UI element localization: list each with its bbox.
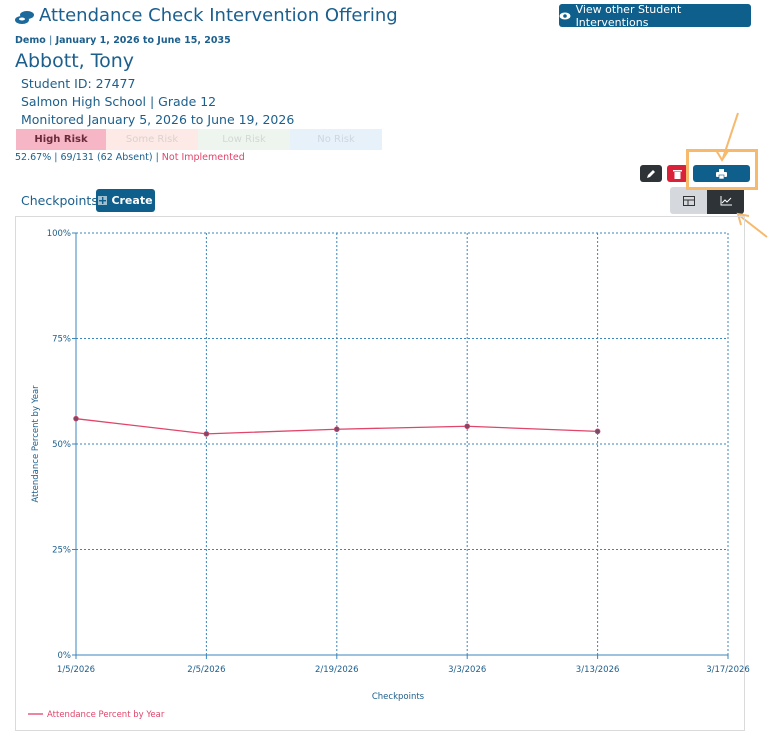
x-tick-label: 3/17/2026 bbox=[706, 665, 750, 675]
data-point bbox=[73, 415, 79, 422]
data-point bbox=[594, 428, 601, 435]
y-tick-label: 0% bbox=[58, 651, 72, 661]
program: Demo bbox=[15, 35, 46, 46]
table-icon bbox=[682, 195, 695, 206]
x-tick-label: 3/3/2026 bbox=[448, 665, 486, 675]
legend-label: Attendance Percent by Year bbox=[47, 710, 165, 720]
monitored-range: Monitored January 5, 2026 to June 19, 20… bbox=[21, 112, 295, 127]
student-name: Abbott, Tony bbox=[15, 50, 135, 72]
view-interventions-button[interactable]: View other Student Interventions bbox=[559, 2, 751, 29]
risk-level: Some Risk bbox=[106, 129, 198, 150]
risk-level: High Risk bbox=[16, 129, 106, 150]
y-axis-label: Attendance Percent by Year bbox=[31, 385, 41, 503]
button-label: View other Student Interventions bbox=[575, 2, 682, 29]
y-tick-label: 75% bbox=[52, 335, 71, 345]
trash-icon bbox=[673, 169, 682, 179]
status: Not Implemented bbox=[161, 152, 245, 163]
x-tick-label: 2/5/2026 bbox=[187, 665, 225, 675]
data-point bbox=[464, 423, 471, 430]
page-title: Attendance Check Intervention Offering bbox=[39, 5, 398, 26]
student-school: Salmon High School | Grade 12 bbox=[21, 94, 217, 109]
checkpoints-label: Checkpoints bbox=[21, 193, 98, 208]
risk-level: Low Risk bbox=[198, 129, 290, 150]
edit-icon bbox=[647, 169, 655, 178]
y-tick-label: 25% bbox=[52, 546, 71, 556]
risk-level: No Risk bbox=[290, 129, 382, 150]
x-tick-label: 2/19/2026 bbox=[315, 665, 359, 675]
separator: | bbox=[155, 152, 159, 163]
separator: | bbox=[54, 152, 58, 163]
table-view-button[interactable] bbox=[670, 187, 707, 214]
chart-icon bbox=[720, 195, 732, 205]
separator: | bbox=[49, 35, 53, 46]
chart-frame bbox=[15, 216, 745, 731]
student-id: Student ID: 27477 bbox=[21, 76, 136, 91]
button-label: Create bbox=[111, 194, 153, 207]
x-tick-label: 3/13/2026 bbox=[576, 665, 620, 675]
x-tick-label: 1/5/2026 bbox=[57, 665, 95, 675]
date-range: January 1, 2026 to June 15, 2035 bbox=[55, 35, 231, 46]
plus-icon bbox=[98, 196, 108, 205]
chart-view-button[interactable] bbox=[707, 187, 744, 214]
delete-button[interactable] bbox=[667, 165, 688, 182]
y-tick-label: 50% bbox=[52, 440, 71, 450]
stats-line: 52.67% | 69/131 (62 Absent) | Not Implem… bbox=[15, 152, 245, 163]
data-point bbox=[203, 431, 210, 437]
x-axis-label: Checkpoints bbox=[372, 692, 425, 702]
program-line: Demo | January 1, 2026 to June 15, 2035 bbox=[15, 35, 231, 46]
data-point bbox=[333, 426, 340, 433]
edit-button[interactable] bbox=[640, 165, 662, 182]
eye-icon bbox=[559, 12, 571, 19]
attendance-percent: 52.67% bbox=[15, 152, 52, 163]
y-tick-label: 100% bbox=[47, 229, 71, 239]
create-button[interactable]: Create bbox=[96, 189, 155, 212]
attendance-count: 69/131 (62 Absent) bbox=[60, 152, 153, 163]
intervention-icon bbox=[15, 11, 34, 24]
